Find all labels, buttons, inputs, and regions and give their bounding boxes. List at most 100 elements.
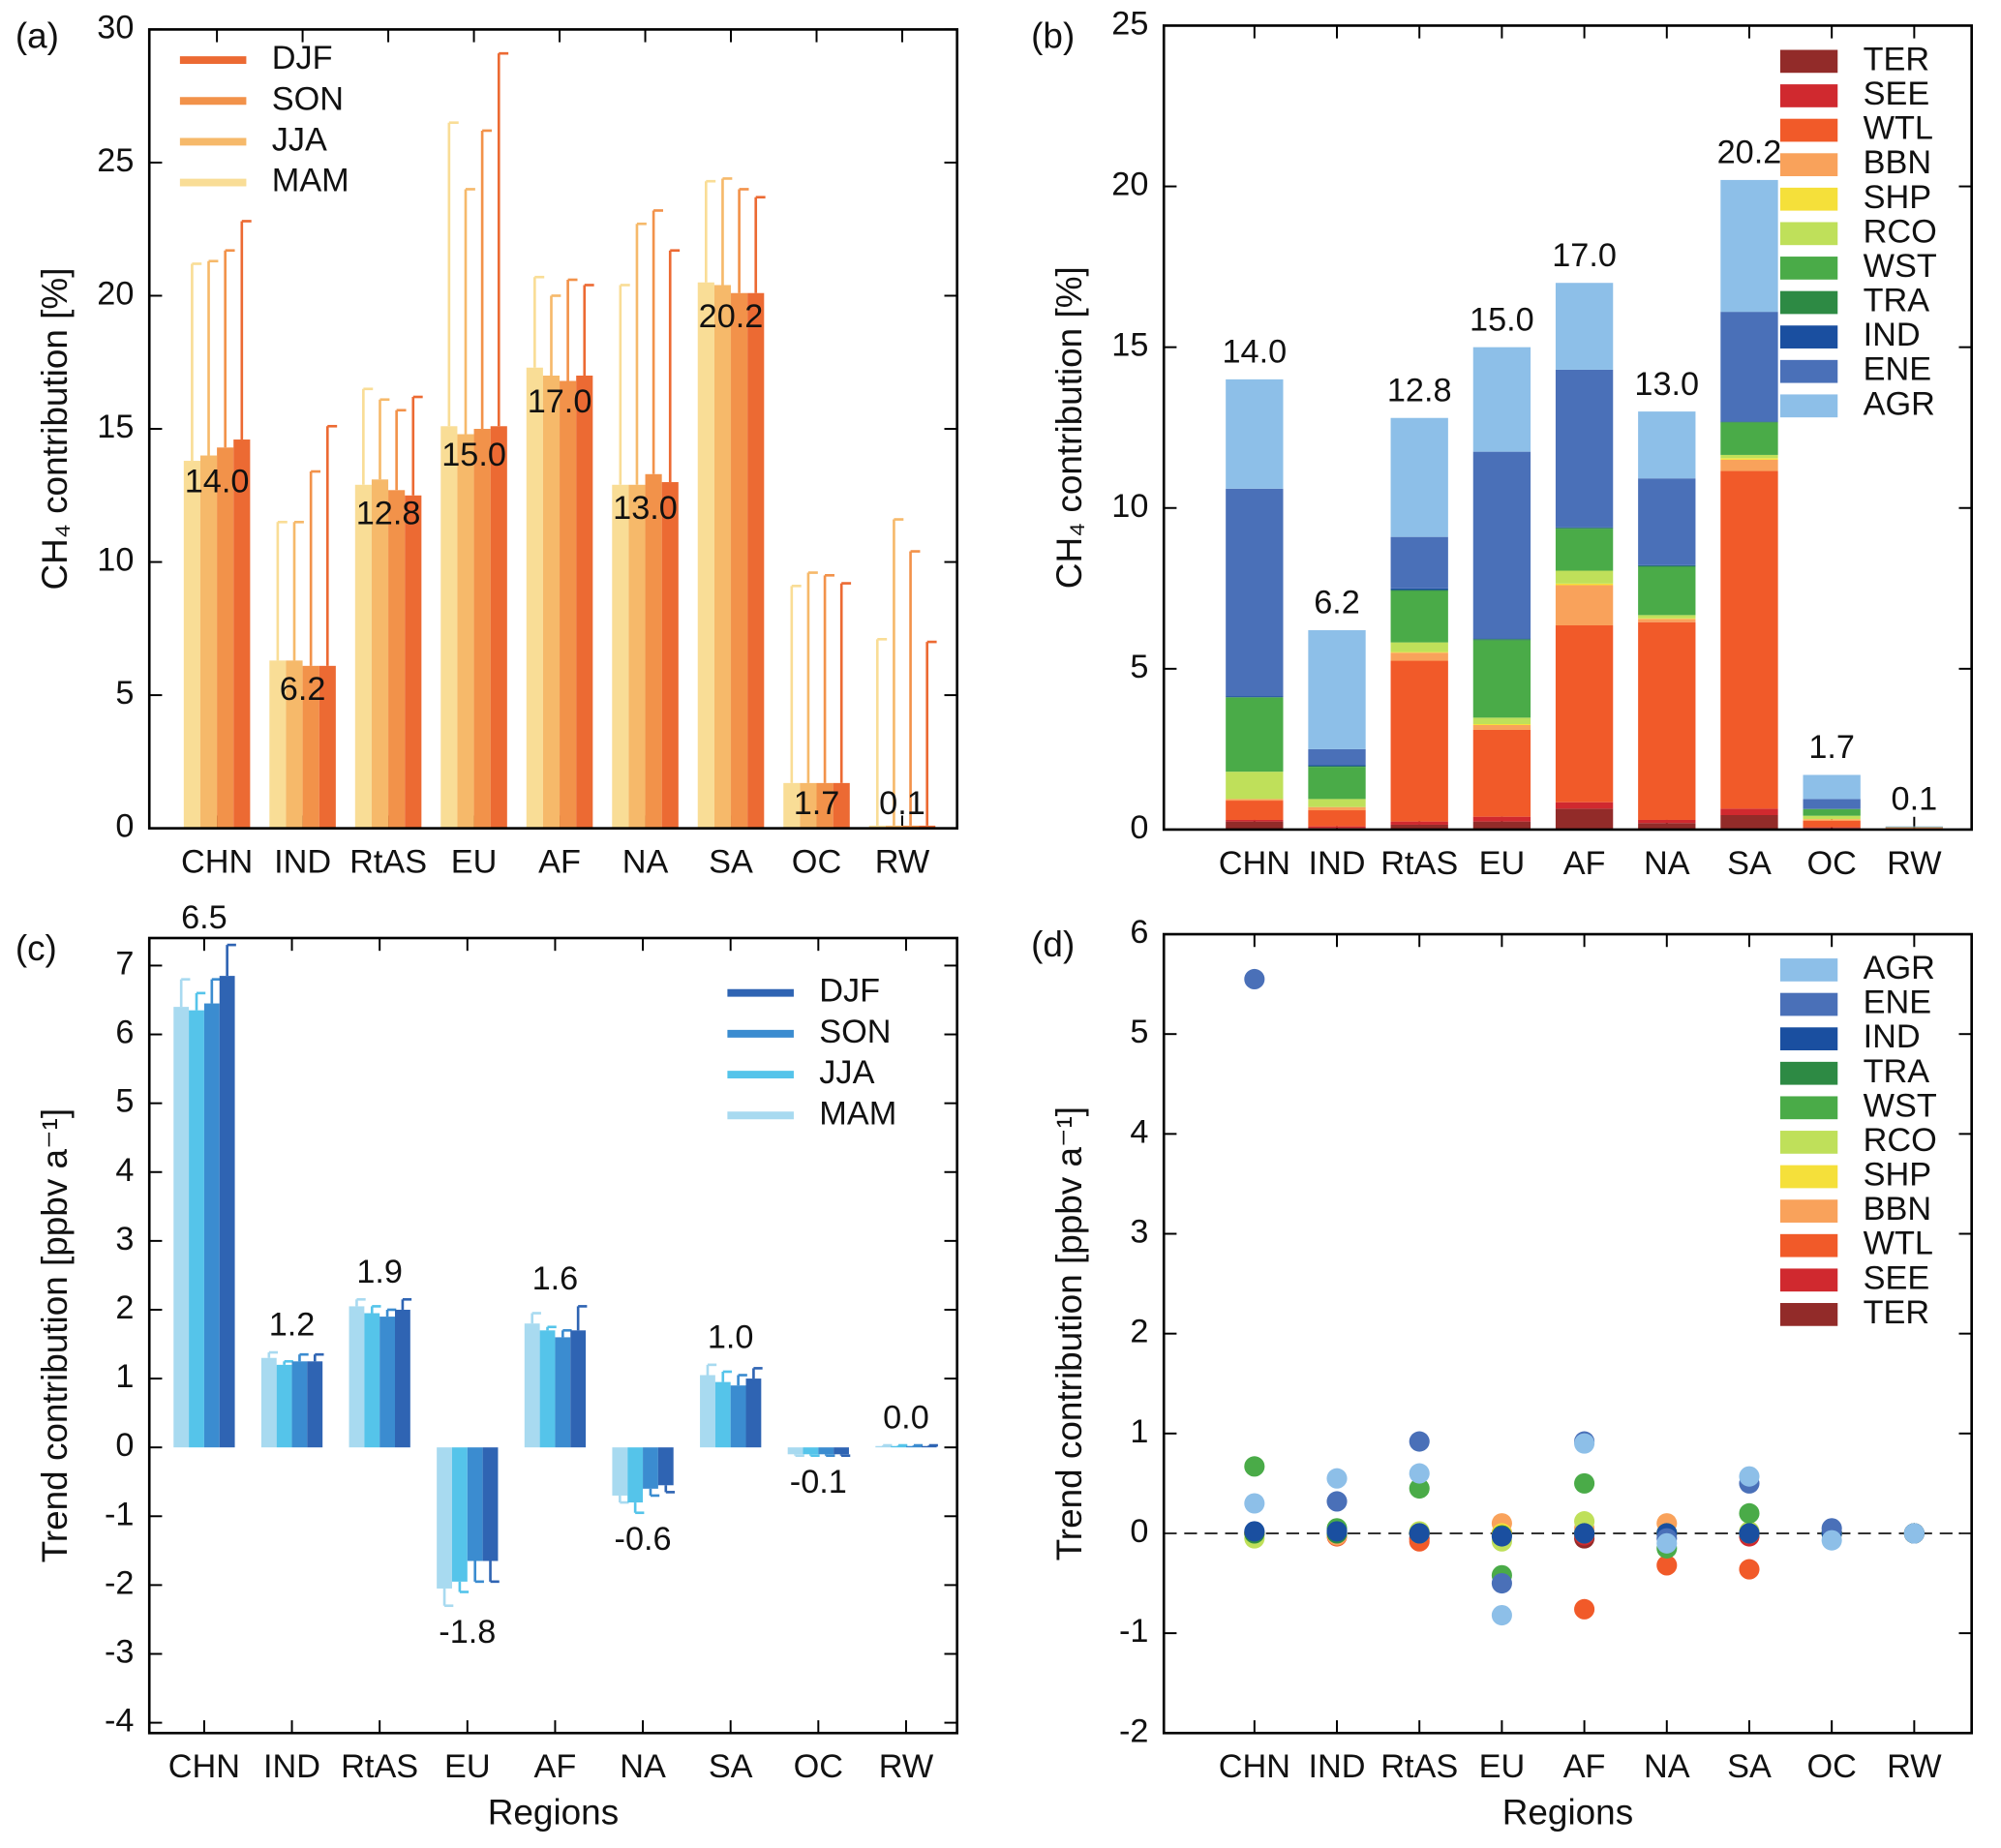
legend-swatch	[1779, 1165, 1838, 1189]
total-label: 1.6	[532, 1260, 579, 1297]
bar-segment	[1885, 827, 1944, 829]
y-tick-label: 5	[115, 1083, 134, 1120]
bar	[379, 1317, 395, 1448]
total-label: 12.8	[356, 496, 421, 532]
x-tick-label: OC	[1806, 845, 1856, 882]
legend-label: SEE	[1864, 76, 1930, 112]
y-tick-label: -2	[1119, 1712, 1148, 1749]
y-tick-label: 10	[1111, 488, 1148, 525]
total-label: 1.9	[356, 1254, 403, 1290]
bar-segment	[1308, 826, 1366, 829]
bar	[816, 782, 834, 829]
bar	[260, 1357, 277, 1448]
bar	[467, 1447, 483, 1561]
total-label: 17.0	[1552, 237, 1617, 274]
plot-frame	[1162, 932, 1973, 1735]
y-tick-label: 30	[97, 9, 134, 45]
x-tick-label: OC	[794, 1748, 843, 1785]
bar-segment	[1472, 639, 1531, 641]
legend-label: IND	[1864, 317, 1921, 353]
bar	[219, 976, 235, 1448]
legend-swatch	[1779, 222, 1838, 246]
point	[1574, 1598, 1595, 1620]
bar	[787, 1447, 803, 1455]
bar-segment	[1638, 478, 1696, 565]
y-tick-label: 4	[115, 1152, 134, 1189]
bar-segment	[1638, 621, 1696, 820]
bar	[612, 1447, 628, 1496]
legend-label: SEE	[1864, 1259, 1930, 1296]
y-tick-label: 1	[1130, 1413, 1148, 1450]
bar	[661, 482, 679, 829]
point	[1409, 1477, 1430, 1500]
total-label: 6.2	[280, 671, 326, 708]
x-tick-label: RW	[1887, 1748, 1942, 1785]
x-axis-label: Regions	[488, 1792, 619, 1832]
legend-swatch	[1779, 1027, 1838, 1051]
bar	[570, 1330, 587, 1448]
legend-swatch	[1779, 1131, 1838, 1154]
plot-frame	[147, 28, 958, 830]
bar-segment	[1308, 766, 1366, 768]
legend-swatch	[1779, 958, 1838, 982]
total-label: 6.5	[181, 899, 227, 936]
bar-segment	[1638, 619, 1696, 622]
x-tick-label: IND	[274, 844, 331, 881]
bar	[354, 484, 372, 829]
legend-swatch	[1779, 1233, 1838, 1257]
x-tick-label: EU	[1479, 1748, 1526, 1785]
x-tick-label: RtAS	[1380, 845, 1458, 882]
bar	[697, 282, 714, 829]
bar	[437, 1447, 452, 1589]
bar	[217, 447, 234, 829]
legend-swatch	[1779, 118, 1838, 142]
bar	[482, 1447, 499, 1561]
legend-label: ENE	[1864, 985, 1931, 1021]
x-tick-label: IND	[263, 1748, 320, 1785]
legend-swatch	[1779, 359, 1838, 383]
x-tick-label: OC	[792, 844, 841, 881]
legend-swatch	[1779, 394, 1838, 418]
bar-segment	[1720, 815, 1778, 830]
total-label: 1.2	[269, 1307, 316, 1344]
bar-segment	[1390, 660, 1448, 822]
y-tick-label: -2	[105, 1564, 134, 1601]
bar-segment	[1720, 179, 1778, 313]
bar-segment	[1555, 625, 1614, 803]
x-tick-label: RtAS	[1380, 1748, 1458, 1785]
total-label: 0.1	[1892, 780, 1938, 817]
legend-swatch	[1779, 1268, 1838, 1292]
point	[1739, 1523, 1760, 1544]
bar	[183, 461, 200, 829]
bar	[700, 1375, 715, 1448]
bar	[730, 1385, 746, 1448]
x-tick-label: NA	[1644, 845, 1690, 882]
bar-segment	[1390, 652, 1448, 661]
point	[1326, 1468, 1348, 1489]
legend-label: SHP	[1864, 179, 1931, 216]
y-tick-label: 10	[97, 542, 134, 579]
bar	[919, 825, 936, 829]
bar-segment	[1390, 642, 1448, 652]
y-tick-label: 0	[1130, 1513, 1148, 1550]
bar-segment	[1472, 451, 1531, 639]
bar	[714, 1381, 731, 1448]
plot-frame	[147, 936, 958, 1735]
point	[1409, 1463, 1430, 1484]
bar	[921, 1445, 937, 1448]
bar-segment	[1638, 615, 1696, 619]
bar-segment	[1638, 565, 1696, 567]
bar-segment	[1638, 618, 1696, 620]
bar	[713, 285, 732, 829]
bar-segment	[1226, 801, 1284, 820]
point	[1491, 1572, 1512, 1594]
panel-label: (a)	[15, 15, 59, 55]
bar-segment	[1390, 536, 1448, 589]
x-tick-label: AF	[538, 844, 581, 881]
bar	[905, 1445, 922, 1448]
bar-segment	[1638, 819, 1696, 824]
bar	[542, 376, 561, 829]
bar-segment	[1390, 590, 1448, 591]
bar-segment	[1308, 799, 1366, 807]
